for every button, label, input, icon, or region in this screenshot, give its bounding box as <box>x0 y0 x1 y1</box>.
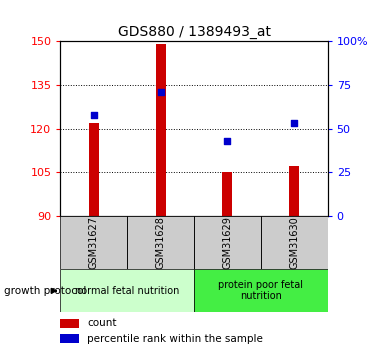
Bar <box>60 216 127 269</box>
Bar <box>60 269 194 312</box>
Bar <box>60 334 79 344</box>
Bar <box>289 166 299 216</box>
Text: normal fetal nutrition: normal fetal nutrition <box>75 286 179 296</box>
Point <box>291 120 297 126</box>
Text: growth protocol: growth protocol <box>4 286 86 296</box>
Text: count: count <box>87 318 117 328</box>
Bar <box>261 216 328 269</box>
Text: percentile rank within the sample: percentile rank within the sample <box>87 334 263 344</box>
Bar <box>127 216 194 269</box>
Bar <box>194 216 261 269</box>
Point <box>91 112 97 117</box>
Point <box>158 89 164 95</box>
Text: GSM31628: GSM31628 <box>156 216 166 269</box>
Text: GSM31629: GSM31629 <box>222 216 232 269</box>
Bar <box>222 172 232 216</box>
Bar <box>194 269 328 312</box>
Point <box>224 138 230 144</box>
Bar <box>60 319 79 328</box>
Text: GSM31630: GSM31630 <box>289 216 299 269</box>
Title: GDS880 / 1389493_at: GDS880 / 1389493_at <box>117 25 271 39</box>
Text: protein poor fetal
nutrition: protein poor fetal nutrition <box>218 280 303 302</box>
Bar <box>156 44 166 216</box>
Bar <box>89 123 99 216</box>
Text: GSM31627: GSM31627 <box>89 216 99 269</box>
